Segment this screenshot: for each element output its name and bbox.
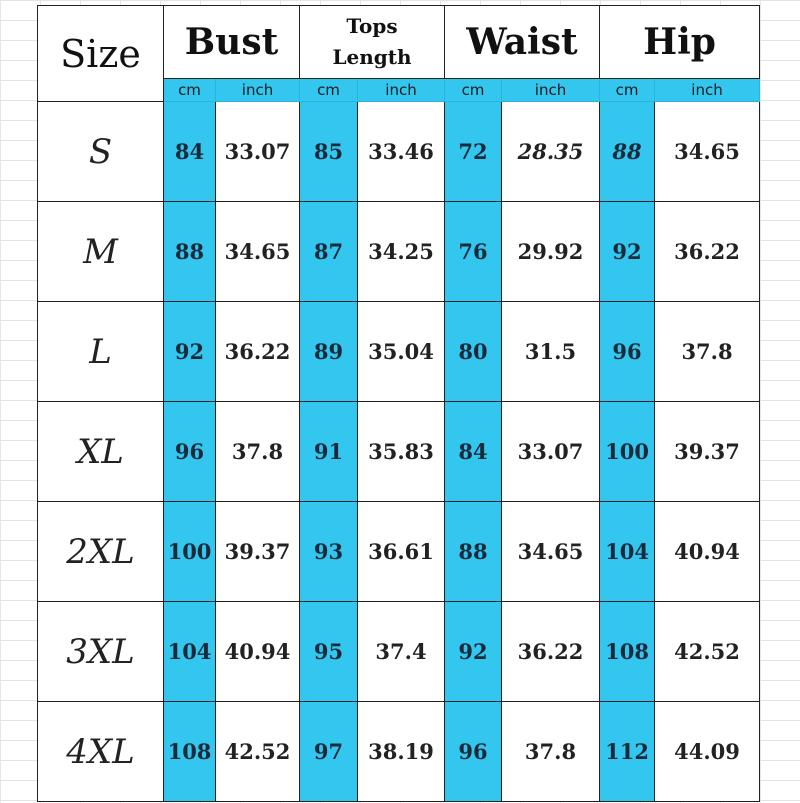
bust-inch-cell: 33.07 bbox=[215, 101, 300, 202]
waist-inch-cell: 28.35 bbox=[500, 101, 601, 202]
size-column-header: Size bbox=[37, 5, 164, 102]
bust-cm-unit: cm bbox=[163, 78, 216, 102]
bust-cm-cell: 88 bbox=[163, 201, 216, 302]
bust-cm-cell: 104 bbox=[163, 601, 216, 702]
hip-inch-cell: 37.8 bbox=[654, 301, 761, 402]
bust-header: Bust bbox=[163, 5, 300, 79]
table-row: 4XL 108 42.52 97 38.19 96 37.8 112 44.09 bbox=[37, 701, 761, 802]
size-cell: XL bbox=[37, 401, 164, 502]
waist-cm-cell: 84 bbox=[444, 401, 502, 502]
waist-inch-cell: 29.92 bbox=[500, 201, 601, 302]
bust-cm-cell: 96 bbox=[163, 401, 216, 502]
hip-inch-unit: inch bbox=[654, 78, 761, 102]
hip-cm-cell: 100 bbox=[599, 401, 656, 502]
table-row: 3XL 104 40.94 95 37.4 92 36.22 108 42.52 bbox=[37, 601, 761, 702]
tops-length-inch-unit: inch bbox=[357, 78, 445, 102]
bust-cm-cell: 108 bbox=[163, 701, 216, 802]
header-title-row: Size Bust Tops Length Waist Hip bbox=[37, 5, 761, 102]
waist-cm-cell: 80 bbox=[444, 301, 502, 402]
hip-cm-cell: 88 bbox=[599, 101, 656, 202]
hip-cm-cell: 112 bbox=[599, 701, 656, 802]
unit-row: cm inch cm inch cm inch cm inch bbox=[38, 78, 761, 102]
tops-length-header: Tops Length bbox=[299, 5, 445, 79]
bust-inch-cell: 37.8 bbox=[215, 401, 300, 502]
bust-cm-cell: 100 bbox=[163, 501, 216, 602]
bust-inch-cell: 36.22 bbox=[215, 301, 300, 402]
tops-length-inch-cell: 33.46 bbox=[357, 101, 445, 202]
bust-inch-cell: 42.52 bbox=[215, 701, 300, 802]
tops-length-header-line-2: Length bbox=[332, 45, 412, 69]
hip-inch-cell: 42.52 bbox=[654, 601, 761, 702]
tops-length-inch-cell: 37.4 bbox=[357, 601, 445, 702]
waist-inch-cell: 37.8 bbox=[500, 701, 601, 802]
tops-length-inch-cell: 35.83 bbox=[357, 401, 445, 502]
waist-cm-cell: 76 bbox=[444, 201, 502, 302]
hip-cm-cell: 108 bbox=[599, 601, 656, 702]
tops-length-cm-cell: 85 bbox=[299, 101, 358, 202]
bust-inch-unit: inch bbox=[215, 78, 300, 102]
bust-inch-cell: 40.94 bbox=[215, 601, 300, 702]
hip-inch-cell: 36.22 bbox=[654, 201, 761, 302]
size-cell: 4XL bbox=[37, 701, 164, 802]
hip-header: Hip bbox=[599, 5, 761, 79]
tops-length-header-line-1: Tops bbox=[346, 14, 398, 38]
hip-cm-unit: cm bbox=[599, 78, 656, 102]
table-row: L 92 36.22 89 35.04 80 31.5 96 37.8 bbox=[37, 301, 761, 402]
hip-cm-cell: 104 bbox=[599, 501, 656, 602]
hip-cm-cell: 92 bbox=[599, 201, 656, 302]
tops-length-inch-cell: 35.04 bbox=[357, 301, 445, 402]
table-row: M 88 34.65 87 34.25 76 29.92 92 36.22 bbox=[37, 201, 761, 302]
size-cell: M bbox=[37, 201, 164, 302]
waist-inch-cell: 33.07 bbox=[500, 401, 601, 502]
size-cell: 3XL bbox=[37, 601, 164, 702]
tops-length-inch-cell: 38.19 bbox=[357, 701, 445, 802]
waist-header: Waist bbox=[443, 5, 601, 79]
bust-inch-cell: 34.65 bbox=[215, 201, 300, 302]
bust-inch-cell: 39.37 bbox=[215, 501, 300, 602]
hip-cm-cell: 96 bbox=[599, 301, 656, 402]
hip-inch-cell: 34.65 bbox=[654, 101, 761, 202]
table-row: XL 96 37.8 91 35.83 84 33.07 100 39.37 bbox=[37, 401, 761, 502]
bust-cm-cell: 84 bbox=[163, 101, 216, 202]
tops-length-cm-cell: 93 bbox=[299, 501, 358, 602]
tops-length-cm-cell: 87 bbox=[299, 201, 358, 302]
waist-cm-cell: 96 bbox=[444, 701, 502, 802]
waist-inch-unit: inch bbox=[500, 78, 601, 102]
bust-cm-cell: 92 bbox=[163, 301, 216, 402]
tops-length-cm-cell: 95 bbox=[299, 601, 358, 702]
table-row: S 84 33.07 85 33.46 72 28.35 88 34.65 bbox=[37, 101, 761, 202]
tops-length-inch-cell: 34.25 bbox=[357, 201, 445, 302]
tops-length-inch-cell: 36.61 bbox=[357, 501, 445, 602]
size-cell: S bbox=[37, 101, 164, 202]
hip-inch-cell: 39.37 bbox=[654, 401, 761, 502]
waist-inch-cell: 31.5 bbox=[500, 301, 601, 402]
tops-length-cm-cell: 91 bbox=[299, 401, 358, 502]
tops-length-cm-unit: cm bbox=[299, 78, 358, 102]
size-cell: 2XL bbox=[37, 501, 164, 602]
size-cell: L bbox=[37, 301, 164, 402]
waist-inch-cell: 36.22 bbox=[500, 601, 601, 702]
waist-cm-cell: 92 bbox=[444, 601, 502, 702]
tops-length-cm-cell: 97 bbox=[299, 701, 358, 802]
hip-inch-cell: 44.09 bbox=[654, 701, 761, 802]
waist-cm-cell: 72 bbox=[444, 101, 502, 202]
hip-inch-cell: 40.94 bbox=[654, 501, 761, 602]
tops-length-cm-cell: 89 bbox=[299, 301, 358, 402]
table-row: 2XL 100 39.37 93 36.61 88 34.65 104 40.94 bbox=[37, 501, 761, 602]
waist-inch-cell: 34.65 bbox=[500, 501, 601, 602]
waist-cm-cell: 88 bbox=[444, 501, 502, 602]
waist-cm-unit: cm bbox=[444, 78, 502, 102]
size-chart-table: Size Bust Tops Length Waist Hip cm inch … bbox=[37, 5, 761, 802]
